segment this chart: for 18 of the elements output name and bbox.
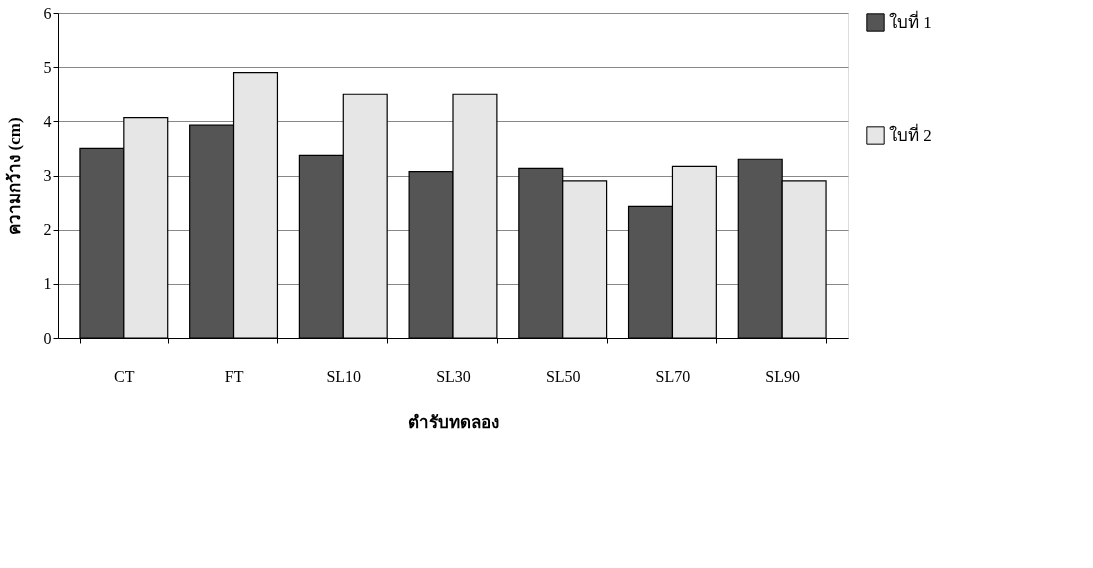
x-tick-label: SL90 <box>765 367 800 385</box>
legend-label: ใบที่ 1 <box>889 9 932 32</box>
y-tick-label: 2 <box>43 221 52 239</box>
y-tick-label: 0 <box>43 329 52 347</box>
y-tick-label: 6 <box>43 4 52 22</box>
x-tick-label: SL70 <box>655 367 691 385</box>
legend-label: ใบที่ 2 <box>889 122 932 145</box>
x-tick-label: SL10 <box>326 367 362 385</box>
y-tick-label: 5 <box>43 58 52 76</box>
y-axis-title: ความกว้าง (cm) <box>4 117 24 235</box>
x-axis-title: ตำรับทดลอง <box>408 412 499 432</box>
y-tick-label: 4 <box>43 112 52 130</box>
x-tick-label: CT <box>114 367 135 385</box>
y-tick-label: 3 <box>43 167 52 184</box>
x-tick-label: FT <box>224 367 244 385</box>
x-tick-label: SL30 <box>436 367 471 385</box>
x-tick-label: SL50 <box>545 367 581 385</box>
y-tick-label: 1 <box>43 275 52 293</box>
